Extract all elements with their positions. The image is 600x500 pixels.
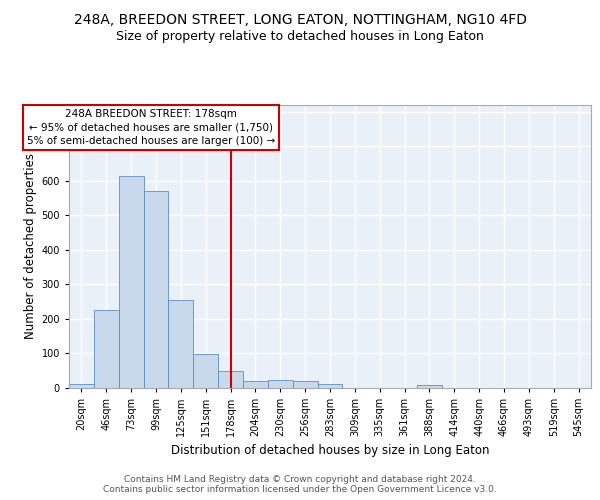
Bar <box>193 354 218 388</box>
Bar <box>218 372 243 388</box>
Y-axis label: Number of detached properties: Number of detached properties <box>25 153 37 340</box>
X-axis label: Distribution of detached houses by size in Long Eaton: Distribution of detached houses by size … <box>171 444 489 457</box>
Bar <box>69 384 94 388</box>
Text: Size of property relative to detached houses in Long Eaton: Size of property relative to detached ho… <box>116 30 484 43</box>
Bar <box>169 300 193 388</box>
Text: Contains HM Land Registry data © Crown copyright and database right 2024.
Contai: Contains HM Land Registry data © Crown c… <box>103 474 497 494</box>
Text: 248A BREEDON STREET: 178sqm
← 95% of detached houses are smaller (1,750)
5% of s: 248A BREEDON STREET: 178sqm ← 95% of det… <box>27 109 275 146</box>
Bar <box>119 176 143 388</box>
Bar <box>293 382 317 388</box>
Bar <box>317 384 343 388</box>
Text: 248A, BREEDON STREET, LONG EATON, NOTTINGHAM, NG10 4FD: 248A, BREEDON STREET, LONG EATON, NOTTIN… <box>74 12 527 26</box>
Bar <box>143 191 169 388</box>
Bar <box>243 380 268 388</box>
Bar <box>417 384 442 388</box>
Bar <box>94 310 119 388</box>
Bar <box>268 380 293 388</box>
